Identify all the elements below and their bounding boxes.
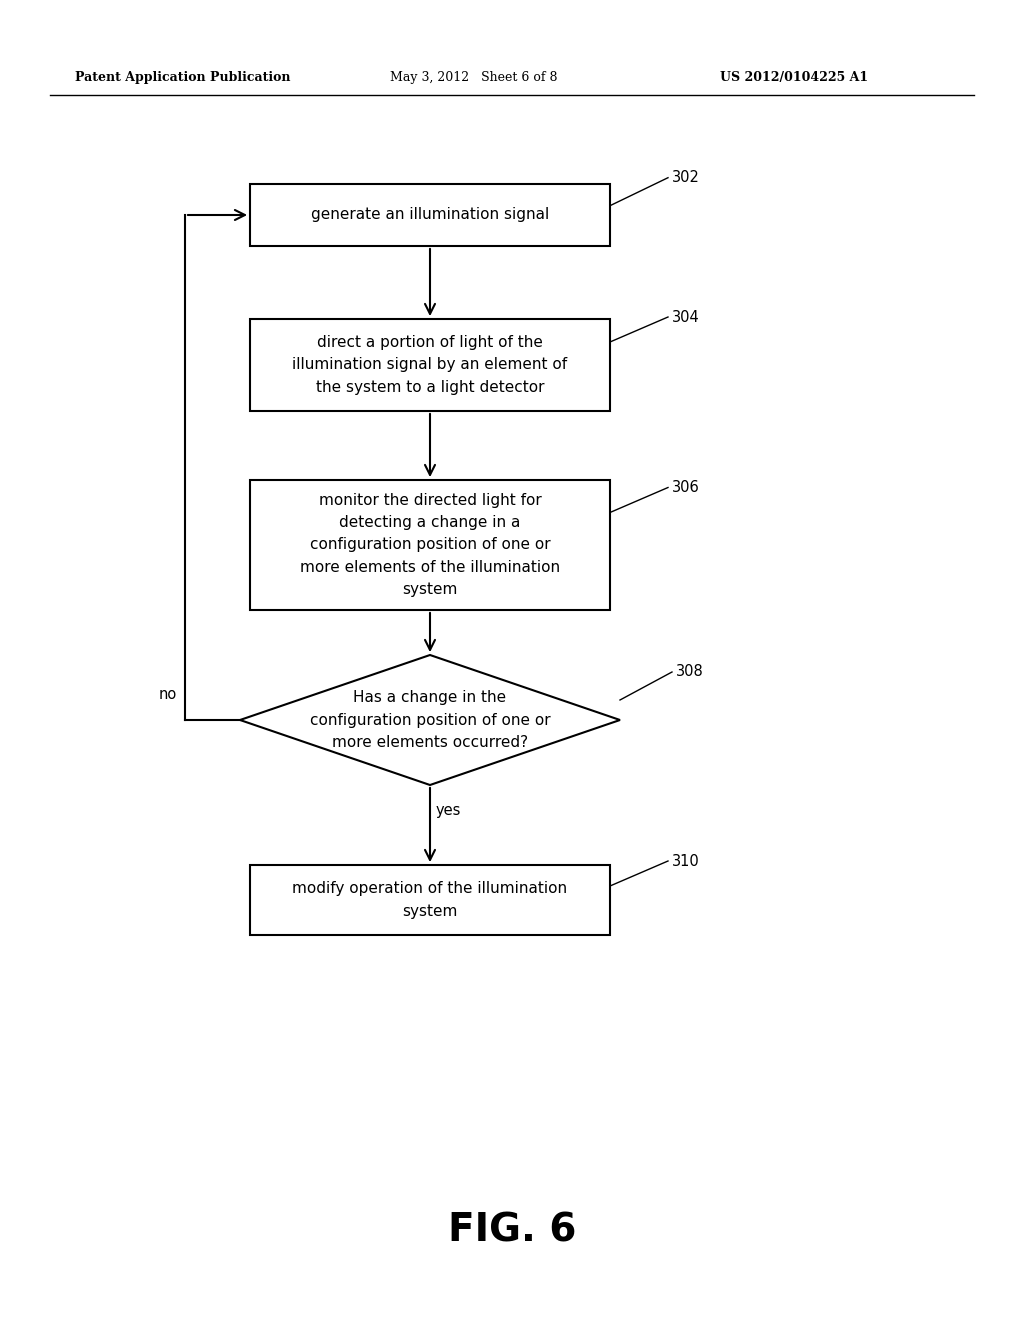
Text: Patent Application Publication: Patent Application Publication xyxy=(75,71,291,84)
Text: yes: yes xyxy=(435,803,461,818)
Text: monitor the directed light for
detecting a change in a
configuration position of: monitor the directed light for detecting… xyxy=(300,494,560,597)
Text: direct a portion of light of the
illumination signal by an element of
the system: direct a portion of light of the illumin… xyxy=(293,335,567,395)
Polygon shape xyxy=(240,655,620,785)
Text: no: no xyxy=(159,686,177,702)
Text: FIG. 6: FIG. 6 xyxy=(447,1210,577,1249)
Text: Has a change in the
configuration position of one or
more elements occurred?: Has a change in the configuration positi… xyxy=(309,690,550,750)
Text: generate an illumination signal: generate an illumination signal xyxy=(311,207,549,223)
Text: 310: 310 xyxy=(672,854,699,869)
Text: May 3, 2012   Sheet 6 of 8: May 3, 2012 Sheet 6 of 8 xyxy=(390,71,557,84)
Text: 306: 306 xyxy=(672,480,699,495)
Text: 308: 308 xyxy=(676,664,703,680)
FancyBboxPatch shape xyxy=(250,865,610,935)
FancyBboxPatch shape xyxy=(250,480,610,610)
FancyBboxPatch shape xyxy=(250,183,610,246)
Text: modify operation of the illumination
system: modify operation of the illumination sys… xyxy=(293,882,567,919)
Text: US 2012/0104225 A1: US 2012/0104225 A1 xyxy=(720,71,868,84)
Text: 302: 302 xyxy=(672,170,699,185)
FancyBboxPatch shape xyxy=(250,319,610,411)
Text: 304: 304 xyxy=(672,309,699,325)
